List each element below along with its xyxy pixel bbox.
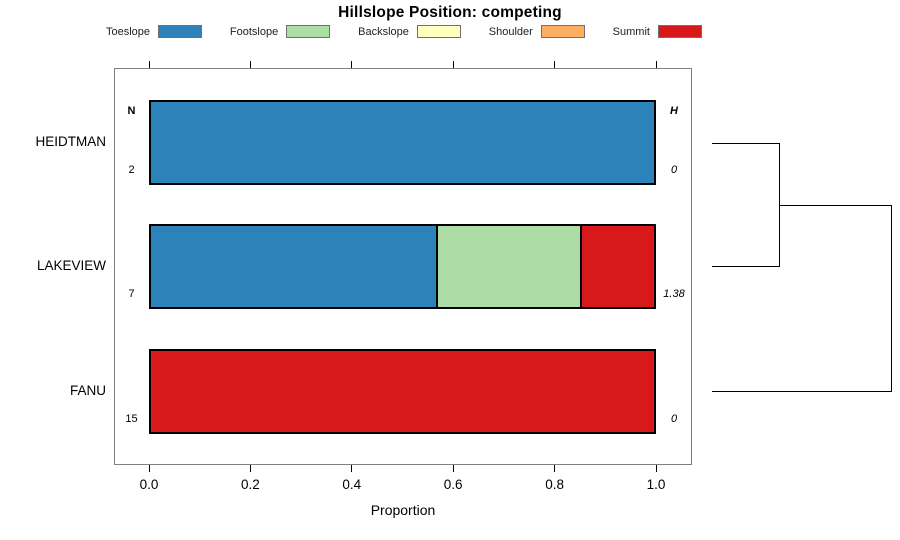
bar-segment-toeslope [151,226,439,307]
legend-swatch-toeslope [158,25,203,38]
legend-item-backslope: Backslope [358,25,461,38]
axis-tick [655,61,657,68]
axis-tick [655,465,657,472]
axis-tick [452,61,454,68]
legend-label: Backslope [358,25,409,38]
axis-tick-label: 1.0 [646,477,666,492]
bar-row-lakeview [149,224,656,309]
row-label-fanu: FANU [69,383,106,398]
bar-segment-footslope [438,226,583,307]
axis-tick [148,465,150,472]
h-value-lakeview: 1.38 [663,288,685,300]
axis-tick [554,61,556,68]
bar-row-heidtman [149,100,656,185]
dendrogram-stem-to-fanu [780,205,892,391]
legend-label: Summit [612,25,650,38]
bar-segment-summit [582,226,654,307]
legend-label: Footslope [229,25,279,38]
axis-tick [452,465,454,472]
dendrogram-leaf-fanu [712,391,892,392]
n-column-header: N [127,105,136,117]
legend-item-toeslope: Toeslope [106,25,203,38]
h-value-heidtman: 0 [670,164,678,176]
row-label-heidtman: HEIDTMAN [35,134,107,149]
legend-item-footslope: Footslope [229,25,331,38]
h-column-header: H [670,105,678,117]
legend-item-shoulder: Shoulder [489,25,585,38]
legend-swatch-summit [657,25,702,38]
axis-tick [148,61,150,68]
legend-item-summit: Summit [613,25,702,38]
n-value-fanu: 15 [125,413,138,425]
legend: Toeslope Footslope Backslope Shoulder Summit [106,23,702,40]
legend-swatch-backslope [416,25,461,38]
legend-swatch-shoulder [540,25,585,38]
axis-tick-label: 0.8 [545,477,564,492]
axis-tick-label: 0.6 [443,477,463,492]
h-value-fanu: 0 [670,413,678,425]
bar-row-fanu [149,349,656,434]
axis-tick-label: 0.2 [241,477,260,492]
row-label-lakeview: LAKEVIEW [36,258,106,273]
axis-tick [351,61,353,68]
axis-tick-label: 0.4 [342,477,362,492]
chart-title: Hillslope Position: competing [338,4,562,21]
dendrogram-bracket-heidtman-lakeview [712,143,780,267]
axis-tick-label: 0.0 [139,477,159,492]
bar-segment-toeslope [151,102,654,183]
bar-segment-summit [151,351,654,432]
n-value-lakeview: 7 [128,288,135,300]
axis-tick [351,465,353,472]
legend-label: Toeslope [106,25,151,38]
x-axis-label: Proportion [370,502,436,518]
legend-label: Shoulder [488,25,533,38]
n-value-heidtman: 2 [128,164,135,176]
legend-swatch-footslope [286,25,331,38]
axis-tick [249,465,251,472]
axis-tick [554,465,556,472]
axis-tick [249,61,251,68]
